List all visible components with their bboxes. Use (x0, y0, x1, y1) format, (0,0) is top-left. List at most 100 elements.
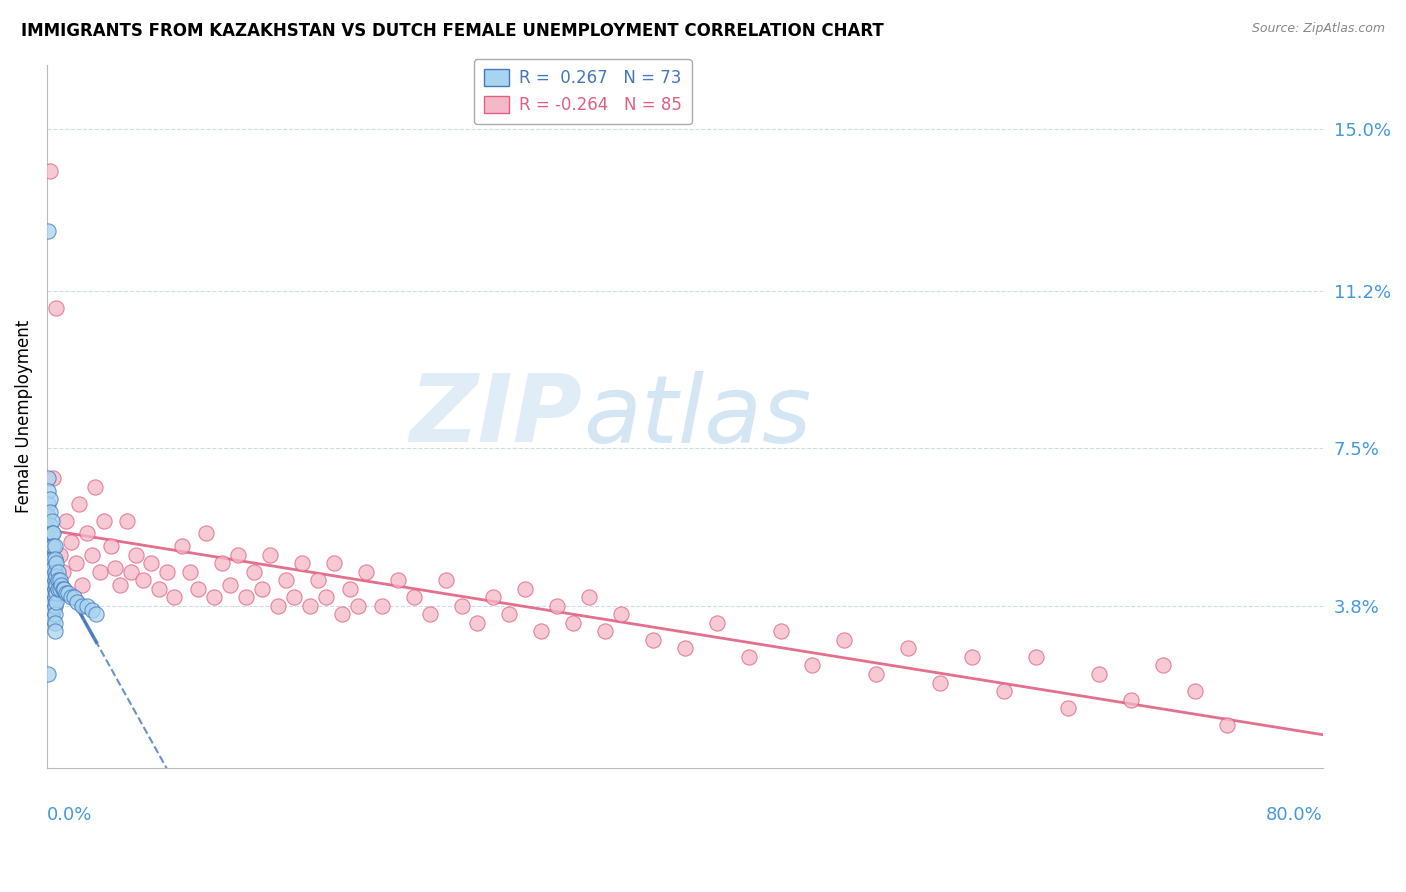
Point (37, 509, 59, 524)
Point (41, 574, 63, 588)
Point (44, 607, 66, 622)
Point (44, 552, 66, 566)
Point (865, 667, 887, 681)
Point (53, 582, 76, 596)
Point (46, 565, 69, 579)
Point (42, 526, 65, 541)
Point (37, 560, 59, 574)
Point (42, 471, 65, 485)
Point (104, 560, 127, 574)
Point (76, 526, 98, 541)
Point (37, 535, 59, 549)
Point (187, 582, 209, 596)
Point (48, 548, 70, 562)
Point (41, 526, 63, 541)
Point (115, 514, 138, 528)
Point (593, 624, 616, 639)
Point (41, 582, 63, 596)
Point (706, 615, 728, 630)
Point (70, 599, 93, 613)
Point (515, 582, 537, 596)
Point (41, 514, 63, 528)
Point (39, 531, 62, 545)
Point (44, 539, 66, 553)
Point (42, 560, 65, 574)
Point (347, 599, 370, 613)
Point (37, 548, 59, 562)
Point (1184, 684, 1206, 698)
Point (929, 675, 952, 690)
Point (93, 514, 115, 528)
Point (37, 471, 59, 485)
Point (226, 548, 249, 562)
Point (41, 607, 63, 622)
Point (39, 565, 62, 579)
Point (86, 607, 108, 622)
Text: Source: ZipAtlas.com: Source: ZipAtlas.com (1251, 22, 1385, 36)
Point (44, 582, 66, 596)
Point (44, 565, 66, 579)
Point (45, 586, 67, 600)
Point (37, 497, 59, 511)
Point (48, 574, 70, 588)
Point (195, 526, 218, 541)
Point (39, 556, 62, 570)
Point (139, 556, 162, 570)
Point (419, 607, 441, 622)
Point (330, 607, 353, 622)
Point (44, 574, 66, 588)
Point (250, 582, 273, 596)
Point (70, 577, 93, 591)
Point (59, 535, 82, 549)
Point (120, 565, 142, 579)
Point (243, 565, 266, 579)
Point (219, 577, 242, 591)
Point (39, 164, 62, 178)
Point (155, 565, 177, 579)
Point (45, 594, 67, 608)
Point (41, 591, 63, 605)
Point (37, 224, 59, 238)
Point (80, 548, 103, 562)
Point (42, 603, 65, 617)
Text: IMMIGRANTS FROM KAZAKHSTAN VS DUTCH FEMALE UNEMPLOYMENT CORRELATION CHART: IMMIGRANTS FROM KAZAKHSTAN VS DUTCH FEMA… (21, 22, 884, 40)
Point (45, 577, 67, 591)
Point (44, 624, 66, 639)
Point (45, 556, 67, 570)
Point (299, 599, 322, 613)
Point (48, 582, 70, 596)
Point (274, 574, 297, 588)
Point (89, 565, 111, 579)
Point (267, 599, 290, 613)
Point (148, 582, 170, 596)
Point (1056, 701, 1078, 715)
Point (44, 615, 66, 630)
Point (59, 591, 82, 605)
Point (482, 591, 505, 605)
Point (46, 574, 69, 588)
Point (211, 556, 233, 570)
Point (44, 599, 66, 613)
Point (578, 591, 600, 605)
Point (291, 556, 314, 570)
Point (450, 599, 472, 613)
Point (67, 497, 90, 511)
Point (39, 492, 62, 507)
Point (1152, 658, 1174, 673)
Point (283, 591, 305, 605)
Point (42, 539, 65, 553)
Point (39, 582, 62, 596)
Point (100, 539, 122, 553)
Point (769, 624, 792, 639)
Point (45, 301, 67, 315)
Point (41, 552, 63, 566)
Point (66, 594, 89, 608)
Point (42, 594, 65, 608)
Point (1216, 718, 1239, 732)
Point (163, 591, 186, 605)
Point (42, 577, 65, 591)
Point (52, 582, 75, 596)
Point (51, 577, 73, 591)
Point (39, 505, 62, 519)
Point (41, 539, 63, 553)
